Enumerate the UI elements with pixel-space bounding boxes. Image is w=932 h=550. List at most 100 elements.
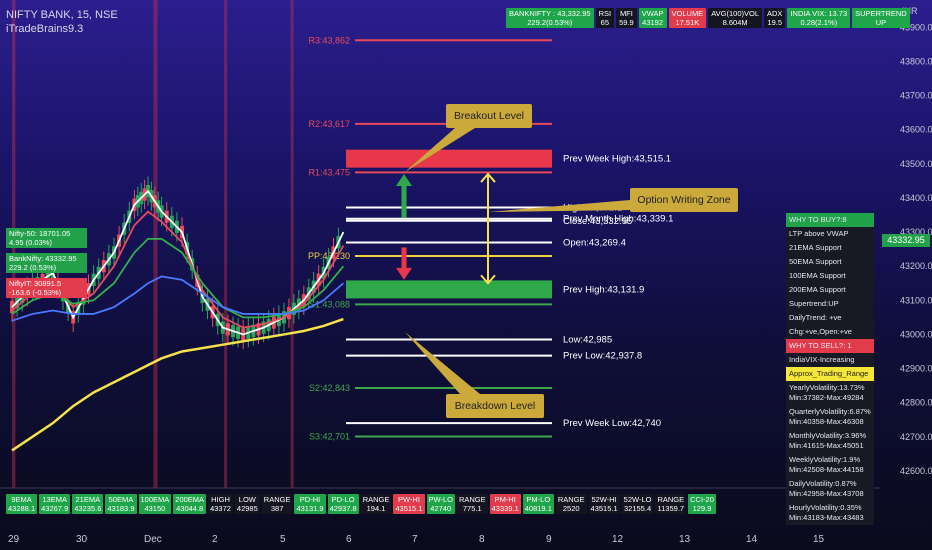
signal-row: WHY TO BUY?:8 [786, 213, 874, 227]
level-cell: 13EMA 43267.9 [39, 494, 71, 514]
signal-row: WHY TO SELL?: 1 [786, 339, 874, 353]
x-tick-label: 30 [76, 534, 88, 545]
breakout-pointer [405, 128, 475, 172]
signal-row: LTP above VWAP [786, 227, 874, 241]
chart-title: NIFTY BANK, 15, NSE iTradeBrains9.3 [6, 8, 118, 36]
breakdown-pointer [405, 332, 480, 394]
range-arrow-down [480, 274, 496, 285]
signal-row: HourlyVolatility:0.35% Min:43183-Max:434… [786, 501, 874, 525]
signal-row: Supertrend:UP [786, 297, 874, 311]
series-line [11, 275, 344, 322]
key-level-label: Prev Low:42,937.8 [563, 351, 642, 362]
signal-row: DailyVolatility:0.87% Min:42958-Max:4370… [786, 477, 874, 501]
summary-cell: SUPERTREND UP [852, 8, 910, 28]
key-level-label: Prev Week Low:42,740 [563, 418, 661, 429]
summary-cell: RSI 65 [595, 8, 615, 28]
signal-row: QuarterlyVolatility:6.87% Min:40358-Max:… [786, 405, 874, 429]
session-band [153, 0, 158, 488]
y-tick-label: 43000.00 [900, 329, 932, 339]
y-tick-label: 43200.00 [900, 261, 932, 271]
y-tick-label: 43900.00 [900, 22, 932, 32]
signal-panel: WHY TO BUY?:8 LTP above VWAP 21EMA Support… [786, 213, 874, 525]
key-level-label: Open:43,269.4 [563, 237, 626, 248]
x-tick-label: 8 [479, 534, 485, 545]
y-tick-label: 43100.00 [900, 295, 932, 305]
signal-row: Chg:+ve,Open:+ve [786, 325, 874, 339]
level-cell: LOW 42985 [234, 494, 260, 514]
signal-row: 200EMA Support [786, 283, 874, 297]
x-tick-label: 9 [546, 534, 552, 545]
signal-row: DailyTrend: +ve [786, 311, 874, 325]
series-line [11, 317, 344, 452]
x-tick-label: 5 [280, 534, 286, 545]
summary-table: BANKNIFTY : 43,332.95 229.2(0.53%) RSI 65 MF… [506, 8, 910, 28]
signal-row: IndiaVIX-Increasing [786, 353, 874, 367]
x-tick-label: 13 [679, 534, 691, 545]
level-cell: RANGE 387 [261, 494, 293, 514]
level-cell: 9EMA 43288.1 [6, 494, 38, 514]
level-cell: RANGE 194.1 [360, 494, 392, 514]
index-legend-item: NiftyIT: 30891.5 -163.6 (-0.53%) [6, 278, 87, 298]
summary-cell: MFI 59.9 [616, 8, 637, 28]
key-level-label: Close:43,332.95 [563, 216, 632, 227]
breakdown-callout: Breakdown Level [446, 394, 544, 418]
y-tick-label: 42700.00 [900, 432, 932, 442]
symbol-label: NIFTY BANK, 15, NSE [6, 9, 118, 21]
down-arrow-head [396, 267, 412, 280]
level-cell: CCI-20 129.9 [688, 494, 716, 514]
up-arrow-head [396, 174, 412, 187]
x-tick-label: 12 [612, 534, 624, 545]
pivot-label: R2:43,617 [308, 119, 350, 129]
x-tick-label: 6 [346, 534, 352, 545]
series-line [11, 210, 345, 329]
y-tick-label: 43500.00 [900, 159, 932, 169]
pivot-label: S2:42,843 [309, 383, 350, 393]
key-level-label: Prev Week High:43,515.1 [563, 154, 671, 165]
level-cell: PM-HI 43339.1 [489, 494, 521, 514]
summary-cell: INDIA VIX: 13.73 0.28(2.1%) [787, 8, 851, 28]
key-level-label: Prev High:43,131.9 [563, 284, 644, 295]
level-cell: RANGE 11359.7 [655, 494, 687, 514]
level-cell: 200EMA 43044.8 [173, 494, 207, 514]
level-cell: PD-LO 42937.8 [327, 494, 359, 514]
level-cell: PW-HI 43515.1 [393, 494, 425, 514]
key-level-label: Prev Month High:43,339.1 [563, 214, 673, 225]
breakout-callout: Breakout Level [446, 104, 532, 128]
x-tick-label: 29 [8, 534, 20, 545]
key-level-label: Low:42,985 [563, 335, 612, 346]
x-tick-label: 7 [412, 534, 418, 545]
signal-row: 100EMA Support [786, 269, 874, 283]
index-legend-item: BankNifty: 43332.95 229.2 (0.53%) [6, 253, 87, 273]
indicator-label: iTradeBrains9.3 [6, 23, 84, 35]
x-tick-label: 15 [813, 534, 825, 545]
resistance-zone [346, 149, 552, 168]
index-legend-item: Nifty-50: 18701.05 4.95 (0.03%) [6, 228, 87, 248]
signal-row: YearlyVolatility:13.73% Min:37382-Max:49… [786, 381, 874, 405]
option-zone-callout: Option Writing Zone [630, 188, 738, 212]
y-tick-label: 43600.00 [900, 125, 932, 135]
summary-cell: ADX 19.5 [764, 8, 786, 28]
summary-cell: VOLUME 17.51K [668, 8, 707, 28]
signal-row: WeeklyVolatility:1.9% Min:42508-Max:4415… [786, 453, 874, 477]
level-cell: PD-HI 43131.9 [294, 494, 326, 514]
y-tick-label: 43300.00 [900, 227, 932, 237]
session-band [290, 0, 294, 488]
pivot-label: S1:43,088 [309, 299, 350, 309]
level-cell: 52W-LO 32155.4 [621, 494, 654, 514]
y-tick-label: 43700.00 [900, 91, 932, 101]
summary-cell: AVG(100)VOL 8.604M [708, 8, 763, 28]
levels-table: 9EMA 43288.1 13EMA 43267.9 21EMA 43235.6 50EMA… [6, 494, 716, 514]
level-cell: 100EMA 43150 [138, 494, 172, 514]
level-cell: HIGH 43372 [208, 494, 233, 514]
summary-cell: BANKNIFTY : 43,332.95 229.2(0.53%) [506, 8, 594, 28]
y-tick-label: 43400.00 [900, 193, 932, 203]
currency-label: INR [902, 6, 918, 16]
session-band [224, 0, 228, 488]
level-cell: RANGE 775.1 [456, 494, 488, 514]
level-cell: 50EMA 43183.9 [105, 494, 137, 514]
pivot-label: R3:43,862 [308, 35, 350, 45]
signal-row: 50EMA Support [786, 255, 874, 269]
y-tick-label: 42900.00 [900, 364, 932, 374]
x-tick-label: 2 [212, 534, 218, 545]
level-cell: PM-LO 40819.1 [522, 494, 554, 514]
